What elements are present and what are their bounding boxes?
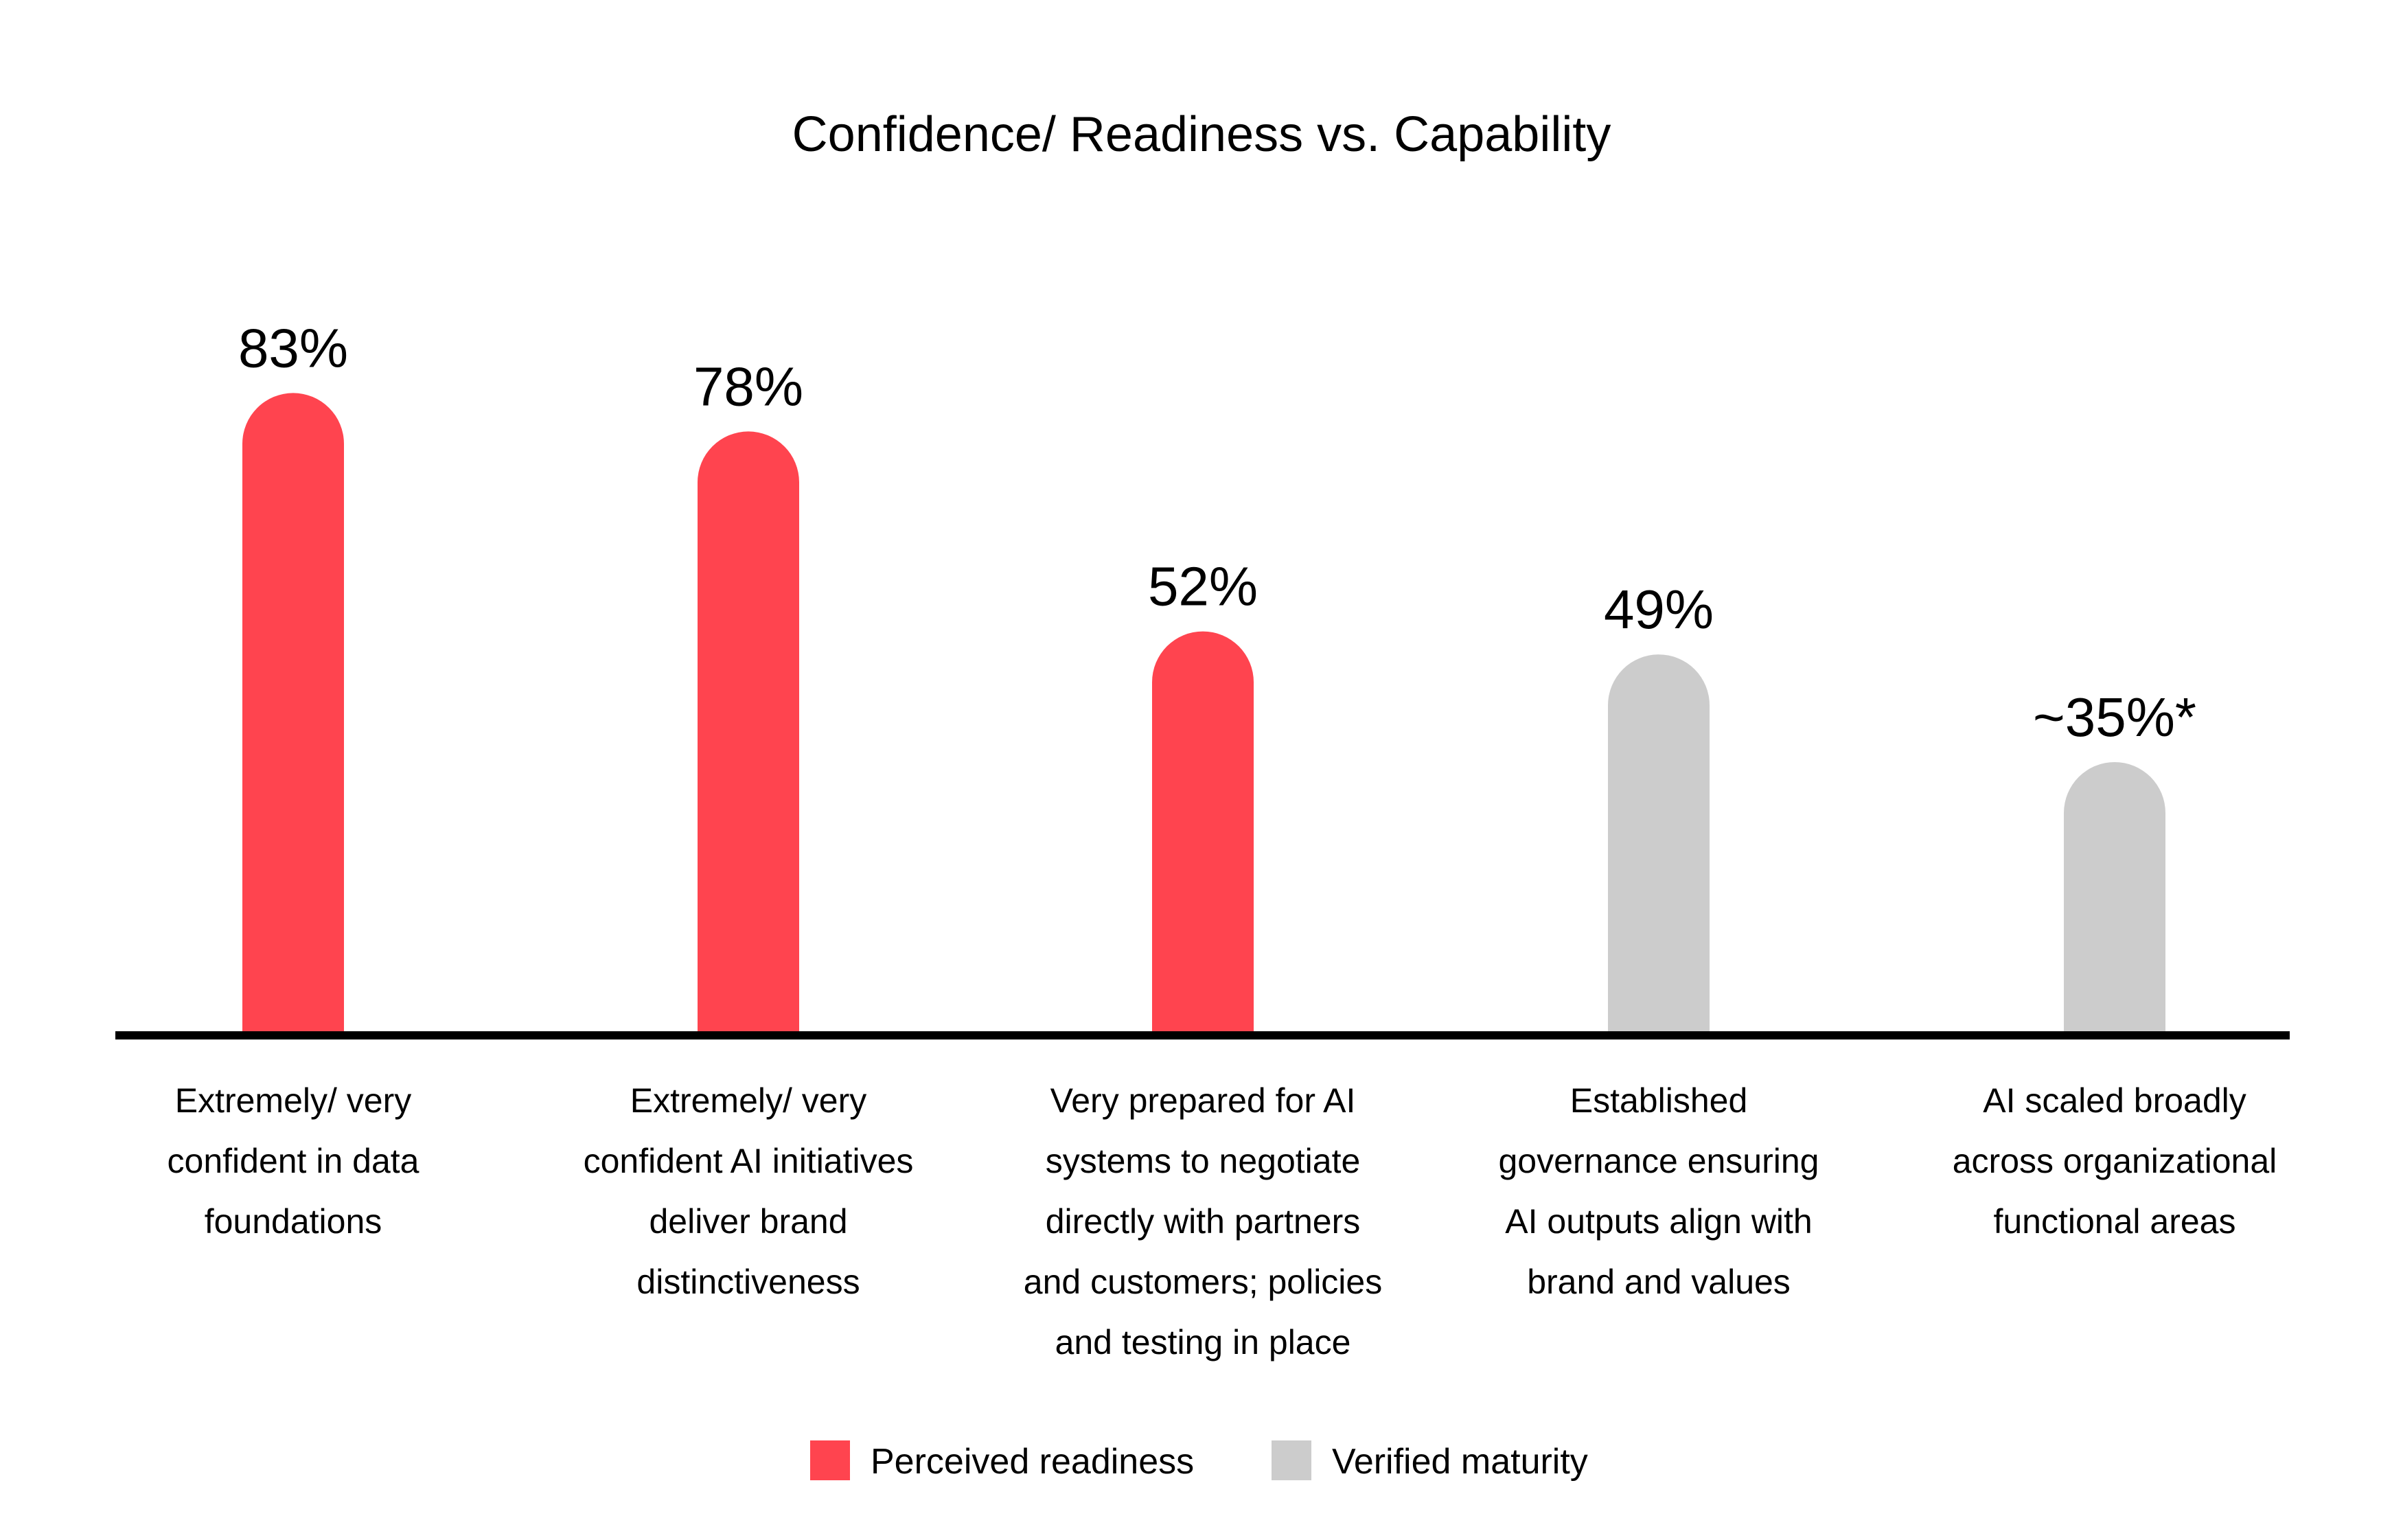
category-label-line: deliver brand bbox=[649, 1202, 847, 1241]
category-label-line: and customers; policies bbox=[1024, 1263, 1382, 1301]
bar-4 bbox=[1608, 654, 1710, 1031]
category-label-line: functional areas bbox=[1993, 1202, 2235, 1241]
category-label-line: and testing in place bbox=[1055, 1323, 1351, 1361]
bar-1 bbox=[242, 393, 344, 1031]
category-label-5: AI scaled broadly across organizational fu… bbox=[1953, 1081, 2277, 1241]
value-label-2: 78% bbox=[693, 356, 803, 417]
value-labels-group: 83% 78% 52% 49% ~35%* bbox=[238, 317, 2196, 748]
category-label-1: Extremely/ very confident in data foundati… bbox=[168, 1081, 419, 1241]
category-label-line: across organizational bbox=[1953, 1142, 2277, 1180]
category-label-line: brand and values bbox=[1527, 1263, 1791, 1301]
category-label-line: Very prepared for AI bbox=[1050, 1081, 1356, 1120]
bar-5 bbox=[2064, 762, 2165, 1031]
category-label-4: Established governance ensuring AI outputs… bbox=[1499, 1081, 1819, 1301]
category-label-line: confident AI initiatives bbox=[584, 1142, 914, 1180]
category-label-line: Extremely/ very bbox=[630, 1081, 867, 1120]
category-label-line: confident in data bbox=[168, 1142, 419, 1180]
category-label-line: distinctiveness bbox=[636, 1263, 860, 1301]
category-label-line: foundations bbox=[205, 1202, 382, 1241]
value-label-1: 83% bbox=[238, 317, 348, 378]
category-label-2: Extremely/ very confident AI initiatives d… bbox=[584, 1081, 914, 1301]
category-label-line: Established bbox=[1570, 1081, 1748, 1120]
legend-label-verified-maturity: Verified maturity bbox=[1332, 1442, 1588, 1482]
category-label-line: governance ensuring bbox=[1499, 1142, 1819, 1180]
category-label-line: systems to negotiate bbox=[1046, 1142, 1361, 1180]
bars-group bbox=[242, 393, 2165, 1031]
category-label-line: AI scaled broadly bbox=[1983, 1081, 2246, 1120]
category-label-line: Extremely/ very bbox=[175, 1081, 412, 1120]
category-label-line: AI outputs align with bbox=[1505, 1202, 1813, 1241]
category-label-3: Very prepared for AI systems to negotiate… bbox=[1024, 1081, 1382, 1361]
value-label-4: 49% bbox=[1604, 579, 1714, 640]
legend-swatch-perceived-readiness bbox=[810, 1440, 850, 1480]
category-label-line: directly with partners bbox=[1046, 1202, 1361, 1241]
value-label-5: ~35%* bbox=[2033, 687, 2196, 748]
chart-title: Confidence/ Readiness vs. Capability bbox=[792, 107, 1611, 162]
bar-3 bbox=[1152, 631, 1254, 1031]
bar-2 bbox=[698, 431, 799, 1031]
category-labels-group: Extremely/ very confident in data foundati… bbox=[168, 1081, 2277, 1361]
legend-label-perceived-readiness: Perceived readiness bbox=[871, 1442, 1194, 1482]
value-label-3: 52% bbox=[1148, 556, 1258, 617]
legend-swatch-verified-maturity bbox=[1272, 1440, 1311, 1480]
legend: Perceived readiness Verified maturity bbox=[810, 1440, 1588, 1482]
